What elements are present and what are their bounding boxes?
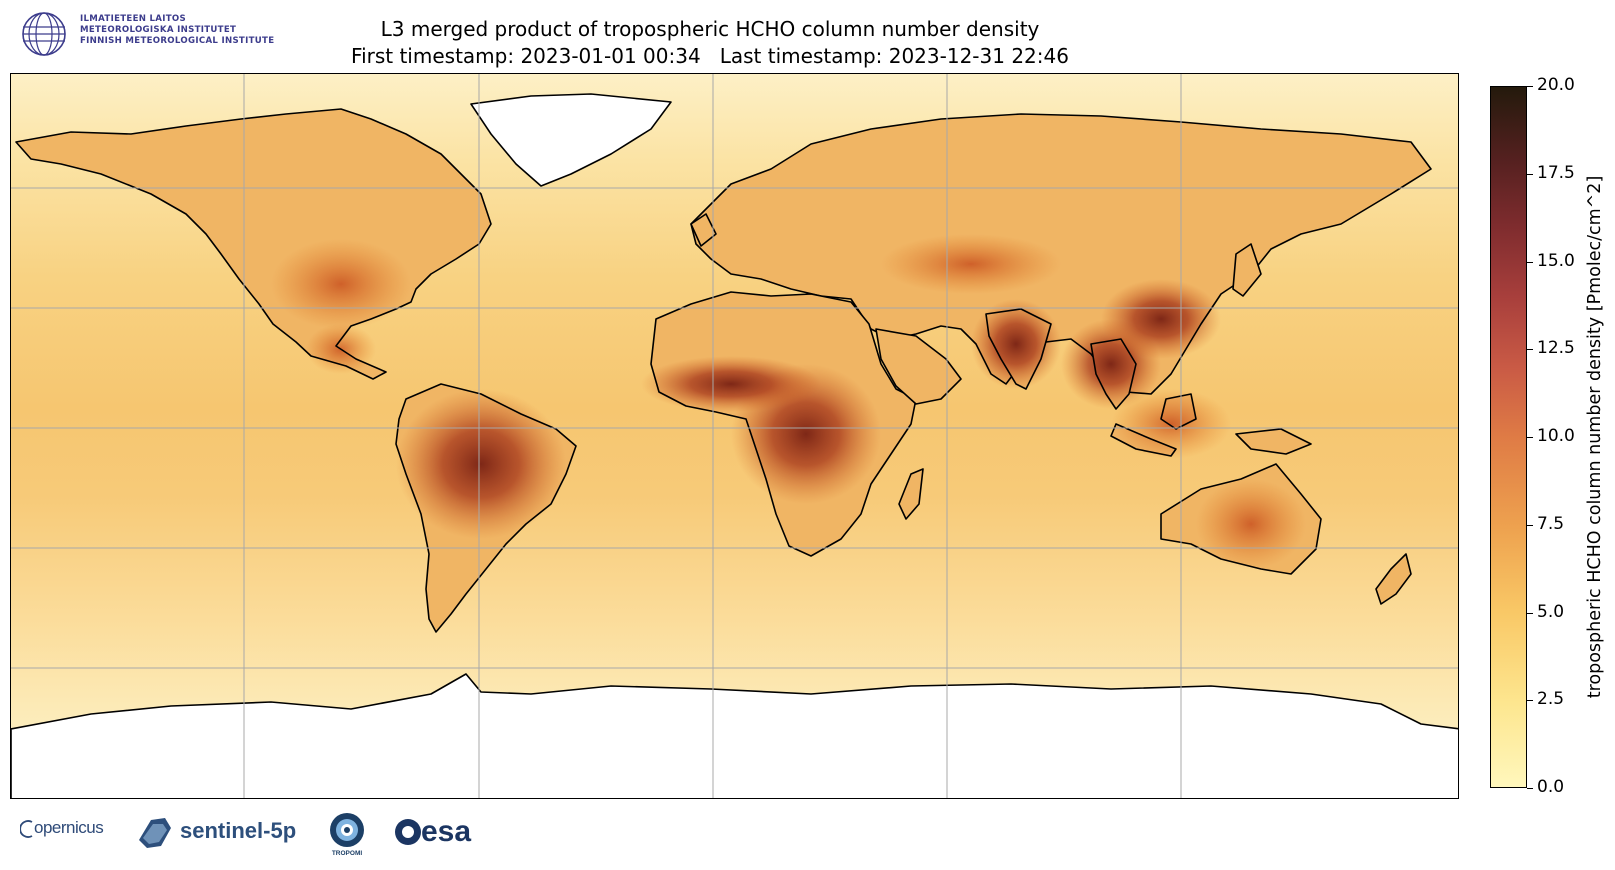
- tropomi-logo: TROPOMI: [325, 812, 369, 860]
- fmi-line-3: FINNISH METEOROLOGICAL INSTITUTE: [80, 36, 275, 46]
- antarctica: [11, 673, 1458, 798]
- colorbar-tick: [1527, 349, 1533, 350]
- world-map: [11, 74, 1458, 798]
- colorbar-tick-label: 20.0: [1537, 75, 1575, 95]
- japan: [1232, 243, 1262, 297]
- hotspot-central-asia: [881, 234, 1061, 294]
- title-line-2: First timestamp: 2023-01-01 00:34 Last t…: [351, 44, 1069, 68]
- hotspot-mexico: [306, 324, 376, 374]
- colorbar-tick: [1527, 174, 1533, 175]
- arabia: [875, 328, 962, 405]
- title-line-1: L3 merged product of tropospheric HCHO c…: [380, 17, 1040, 41]
- colorbar-tick-label: 15.0: [1537, 251, 1575, 271]
- colorbar-tick-label: 5.0: [1537, 602, 1565, 622]
- colorbar-tick: [1527, 613, 1533, 614]
- colorbar-label: tropospheric HCHO column number density …: [1585, 175, 1605, 699]
- madagascar: [898, 468, 924, 520]
- hotspot-sahel: [641, 356, 821, 412]
- fmi-logo: ILMATIETEEN LAITOS METEOROLOGISKA INSTIT…: [20, 10, 300, 60]
- hotspot-east-us: [271, 239, 411, 329]
- colorbar-tick-label: 10.0: [1537, 426, 1575, 446]
- esa-logo: esa: [393, 812, 471, 852]
- colorbar-tick-label: 7.5: [1537, 514, 1565, 534]
- tropomi-text: TROPOMI: [331, 850, 363, 857]
- fmi-globe-logo-icon: [22, 12, 66, 56]
- hcho-map: [10, 73, 1459, 799]
- fmi-line-1: ILMATIETEEN LAITOS: [80, 14, 187, 24]
- colorbar-tick: [1527, 262, 1533, 263]
- new-guinea: [1235, 428, 1312, 455]
- hotspot-amazon: [396, 389, 566, 539]
- colorbar-tick: [1527, 86, 1533, 87]
- tropomi-eye-icon: [330, 813, 364, 847]
- colorbar-tick: [1527, 700, 1533, 701]
- greenland: [470, 93, 672, 187]
- hotspot-australia: [1196, 479, 1306, 569]
- colorbar: [1490, 86, 1527, 788]
- sentinel-satellite-icon: [139, 818, 171, 848]
- esa-circle-icon: [395, 819, 421, 845]
- colorbar-tick: [1527, 437, 1533, 438]
- colorbar-tick-label: 2.5: [1537, 689, 1565, 709]
- british-isles: [690, 213, 717, 247]
- colorbar-tick-label: 0.0: [1537, 777, 1565, 797]
- fmi-line-2: METEOROLOGISKA INSTITUTET: [80, 25, 237, 35]
- copernicus-logo: opernicus: [19, 818, 104, 839]
- colorbar-tick: [1527, 788, 1533, 789]
- sentinel-logo: sentinel-5p: [135, 812, 296, 852]
- colorbar-tick: [1527, 525, 1533, 526]
- hotspot-india: [971, 299, 1061, 389]
- new-zealand: [1375, 553, 1412, 605]
- esa-text: esa: [421, 815, 472, 848]
- colorbar-tick-label: 12.5: [1537, 338, 1575, 358]
- sentinel-text: sentinel-5p: [180, 818, 297, 843]
- hotspot-indonesia: [1111, 389, 1231, 459]
- copernicus-text: opernicus: [34, 818, 104, 837]
- colorbar-tick-label: 17.5: [1537, 163, 1575, 183]
- graticule: [11, 74, 1458, 798]
- hotspots: [271, 234, 1306, 569]
- hotspot-south-china: [1101, 279, 1221, 359]
- copernicus-c-icon: [19, 819, 33, 838]
- map-title: L3 merged product of tropospheric HCHO c…: [310, 16, 1110, 70]
